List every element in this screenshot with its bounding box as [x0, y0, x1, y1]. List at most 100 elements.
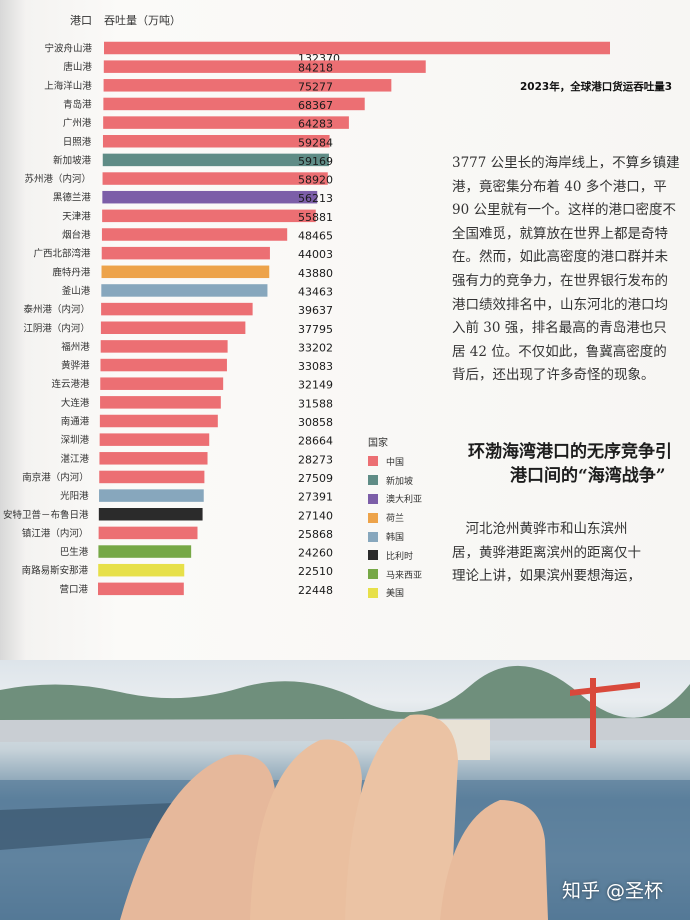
harbor-scene — [0, 665, 690, 920]
legend-item: 中国 — [368, 452, 422, 471]
bar — [99, 452, 208, 465]
country-legend: 国家 中国 新加坡 澳大利亚 荷兰 韩国 比利时 马来西亚 美国 — [368, 434, 422, 602]
value-label: 31588 — [298, 397, 333, 410]
legend-swatch — [368, 456, 378, 467]
article-line: 港口绩效排名中，山东河北的港口均 — [452, 296, 668, 313]
value-label: 32149 — [298, 379, 333, 392]
value-label: 24260 — [298, 547, 333, 560]
value-label: 33083 — [298, 360, 333, 373]
bar — [102, 209, 316, 223]
bar — [101, 228, 288, 241]
legend-label: 荷兰 — [386, 514, 405, 525]
category-label: 黑德兰港 — [53, 192, 92, 204]
legend-item: 韩国 — [368, 527, 422, 546]
value-label: 27140 — [298, 509, 333, 522]
value-label: 55881 — [298, 211, 333, 224]
article-line: 90 公里就有一个。这样的港口密度不 — [452, 202, 676, 219]
crane-shape — [590, 678, 596, 748]
article-line: 3777 公里长的海岸线上，不算乡镇建 — [452, 155, 680, 171]
category-label: 南路易斯安那港 — [22, 565, 89, 577]
legend-item: 美国 — [368, 584, 422, 603]
category-label: 釜山港 — [62, 285, 91, 297]
bar — [100, 377, 224, 390]
legend-item: 马来西亚 — [368, 565, 422, 584]
category-label: 南通港 — [61, 416, 90, 428]
bar — [100, 396, 221, 409]
value-label: 58920 — [298, 174, 333, 187]
bar — [98, 545, 192, 558]
bar — [101, 246, 270, 260]
legend-label: 中国 — [386, 457, 405, 468]
bar — [98, 526, 198, 540]
value-label: 22448 — [298, 584, 333, 597]
category-label: 营口港 — [59, 583, 88, 595]
category-label: 唐山港 — [63, 61, 92, 73]
category-label: 泰州港（内河） — [24, 304, 91, 316]
legend-item: 荷兰 — [368, 508, 422, 527]
category-label: 福州港 — [61, 341, 90, 353]
category-label: 镇江港（内河） — [22, 527, 89, 539]
category-label: 青岛港 — [63, 98, 92, 110]
category-label: 天津港 — [62, 210, 91, 222]
category-label: 新加坡港 — [53, 154, 92, 166]
article-line: 河北沧州黄骅市和山东滨州 — [452, 521, 628, 537]
bar — [103, 116, 349, 129]
value-label: 28664 — [298, 435, 333, 448]
category-label: 鹿特丹港 — [52, 266, 91, 278]
finger-shape — [345, 714, 458, 920]
legend-swatch — [368, 512, 378, 523]
category-label: 广州港 — [63, 117, 92, 129]
legend-label: 新加坡 — [386, 476, 414, 487]
value-label: 43880 — [298, 267, 333, 280]
value-label: 84218 — [298, 62, 333, 75]
article-line: 强有力的竞争力，在世界银行发布的 — [452, 272, 668, 289]
bar — [99, 414, 218, 428]
finger-shape — [250, 739, 362, 920]
bar — [98, 563, 185, 577]
value-label: 59169 — [298, 155, 333, 168]
value-label: 56213 — [298, 192, 333, 205]
bar — [102, 135, 330, 148]
value-label: 37795 — [298, 323, 333, 336]
value-label: 22510 — [298, 565, 333, 578]
bar — [100, 340, 228, 353]
legend-label: 美国 — [386, 589, 405, 600]
category-label: 黄骅港 — [61, 360, 90, 372]
legend-swatch — [368, 587, 378, 598]
legend-swatch — [368, 569, 378, 580]
bar — [100, 321, 246, 334]
value-label: 27509 — [298, 472, 333, 485]
value-label: 68367 — [298, 99, 333, 112]
heading-line: 环渤海湾港口的无序竞争引 — [468, 442, 672, 462]
value-label: 30858 — [298, 416, 333, 429]
bar — [99, 470, 205, 484]
article-line: 全国难觅，就算放在世界上都是奇特 — [452, 225, 668, 242]
legend-swatch — [368, 550, 378, 561]
article-line: 港，竟密集分布着 40 多个港口，平 — [452, 178, 667, 195]
value-label: 28273 — [298, 453, 333, 466]
bar — [98, 508, 203, 521]
article-line: 居 42 位。不仅如此，鲁冀高密度的 — [452, 343, 667, 360]
legend-swatch — [368, 475, 378, 486]
category-label: 大连港 — [61, 397, 90, 409]
watermark: 知乎 @圣杯 — [562, 880, 664, 902]
value-label: 44003 — [298, 248, 333, 261]
value-label: 64283 — [298, 118, 333, 131]
shoreline-buildings — [0, 718, 690, 742]
category-label: 巴生港 — [60, 546, 89, 558]
category-label: 烟台港 — [62, 229, 91, 241]
legend-item: 澳大利亚 — [368, 490, 422, 509]
value-label: 27391 — [298, 491, 333, 504]
value-label: 43463 — [298, 285, 333, 298]
bar — [104, 41, 610, 55]
legend-label: 澳大利亚 — [386, 495, 423, 506]
article-line: 入前 30 强，排名最高的青岛港也只 — [452, 320, 667, 337]
bar — [100, 358, 227, 372]
bar — [103, 97, 365, 111]
legend-swatch — [368, 531, 378, 542]
bar — [98, 582, 184, 596]
section-heading: 环渤海湾港口的无序竞争引 港口间的“海湾战争” — [468, 440, 690, 488]
chart-title: 2023年，全球港口货运吞吐量3 — [520, 81, 673, 93]
bar — [99, 489, 204, 502]
